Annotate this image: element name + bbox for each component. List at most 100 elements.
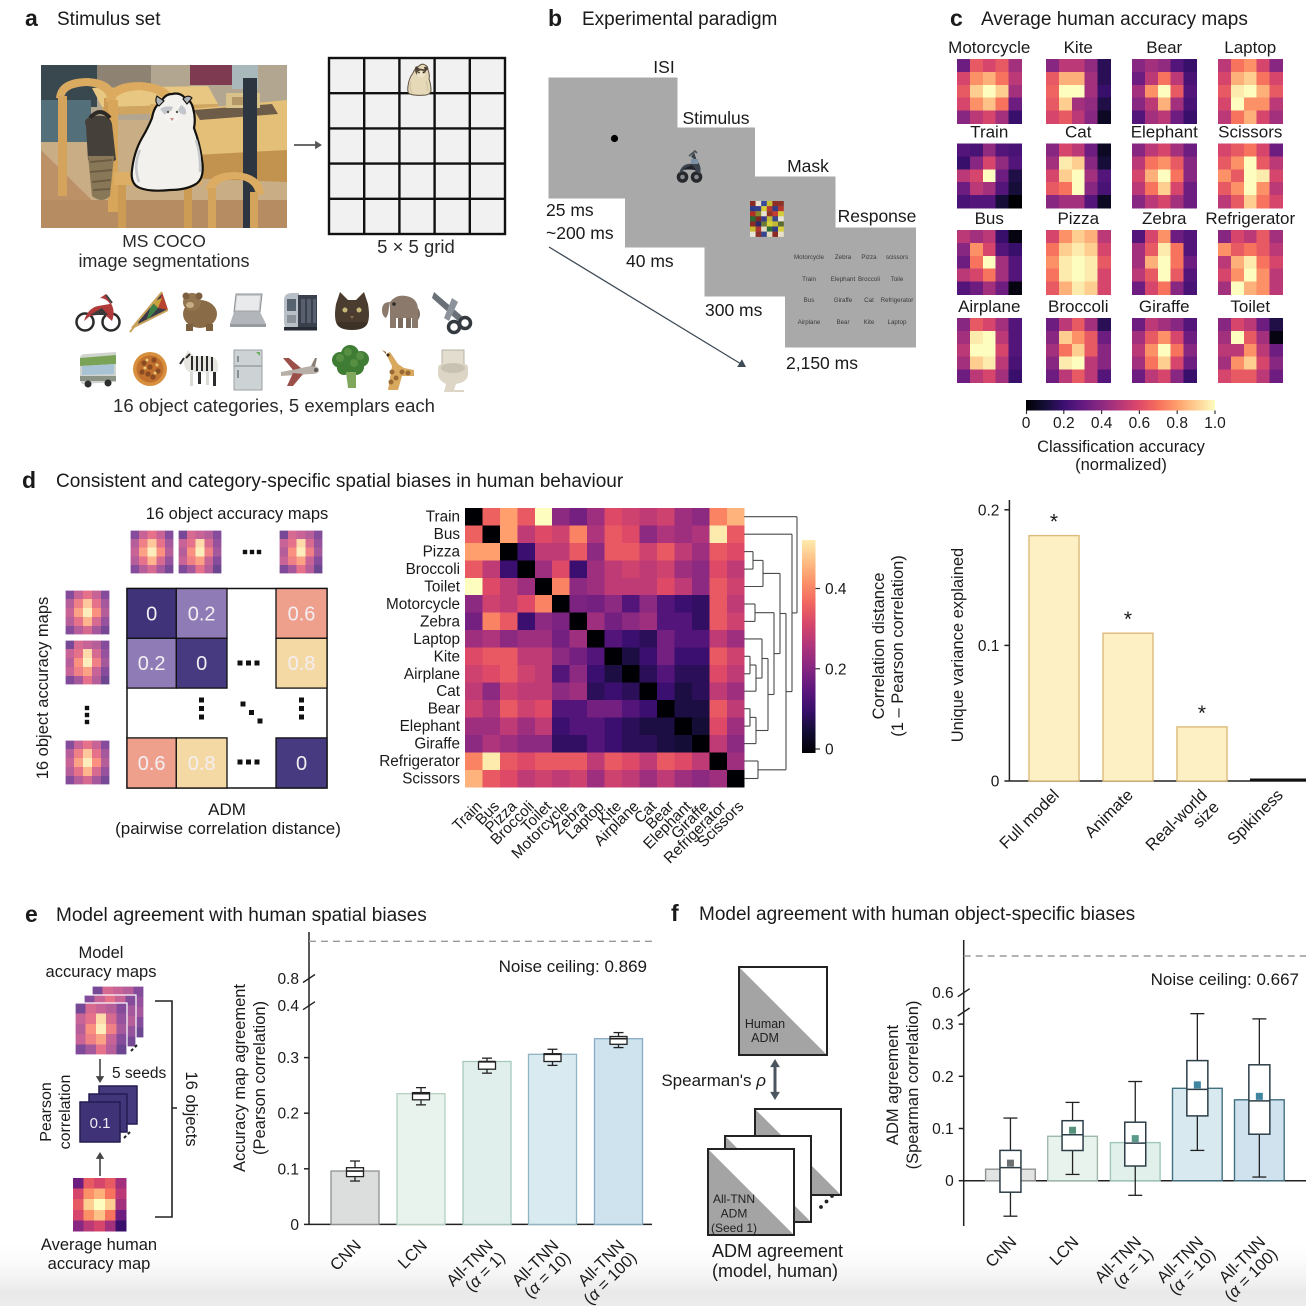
svg-text:ISI: ISI <box>653 57 674 77</box>
svg-text:0: 0 <box>290 1217 299 1234</box>
svg-text:ADM: ADM <box>208 800 246 819</box>
svg-text:(normalized): (normalized) <box>1075 456 1167 474</box>
svg-text:16 objects: 16 objects <box>182 1071 200 1146</box>
svg-text:ADM agreement: ADM agreement <box>712 1241 843 1261</box>
svg-text:Response: Response <box>838 206 917 226</box>
svg-text:Giraffe: Giraffe <box>1139 297 1190 316</box>
svg-text:0: 0 <box>945 1173 954 1190</box>
svg-text:Train: Train <box>802 276 816 283</box>
svg-text:Average human accuracy maps: Average human accuracy maps <box>981 9 1248 30</box>
svg-text:Bear: Bear <box>1146 38 1182 57</box>
svg-text:0: 0 <box>146 603 157 625</box>
svg-text:0.8: 0.8 <box>288 653 316 675</box>
svg-text:Stimulus: Stimulus <box>682 108 749 128</box>
svg-text:image segmentations: image segmentations <box>78 251 249 271</box>
svg-text:Pizza: Pizza <box>423 544 461 561</box>
svg-text:c: c <box>950 5 963 31</box>
svg-text:Pizza: Pizza <box>861 254 877 261</box>
svg-text:Spearman's ρ: Spearman's ρ <box>661 1071 766 1090</box>
svg-text:Zebra: Zebra <box>835 254 852 261</box>
svg-text:1.0: 1.0 <box>1204 415 1226 432</box>
svg-text:0.2: 0.2 <box>1053 415 1075 432</box>
svg-text:*: * <box>1124 608 1132 631</box>
svg-text:Accuracy map agreement: Accuracy map agreement <box>231 984 249 1172</box>
svg-text:Bus: Bus <box>434 526 461 543</box>
svg-text:40 ms: 40 ms <box>626 251 674 271</box>
svg-text:ADM: ADM <box>721 1207 748 1221</box>
svg-text:Model: Model <box>79 944 124 962</box>
svg-text:Cat: Cat <box>864 297 874 304</box>
svg-text:Pearson: Pearson <box>38 1082 55 1142</box>
svg-text:correlation: correlation <box>57 1075 74 1150</box>
svg-text:0.6: 0.6 <box>138 753 166 775</box>
svg-text:Experimental paradigm: Experimental paradigm <box>582 9 777 30</box>
svg-text:Bus: Bus <box>804 297 815 304</box>
svg-text:Bear: Bear <box>836 319 849 326</box>
svg-text:Correlation distance: Correlation distance <box>870 573 888 720</box>
svg-text:16 object categories, 5 exempl: 16 object categories, 5 exemplars each <box>113 395 435 416</box>
svg-text:Noise ceiling: 0.667: Noise ceiling: 0.667 <box>1151 970 1299 989</box>
svg-text:0.1: 0.1 <box>90 1115 111 1132</box>
svg-text:Human: Human <box>745 1017 785 1031</box>
svg-text:Kite: Kite <box>864 319 875 326</box>
svg-text:Refrigerator: Refrigerator <box>1205 209 1295 228</box>
svg-text:Airplane: Airplane <box>798 319 821 326</box>
svg-text:Consistent and category-specif: Consistent and category-specific spatial… <box>56 471 624 492</box>
svg-text:Broccoli: Broccoli <box>858 276 880 283</box>
svg-text:0.2: 0.2 <box>277 1106 299 1123</box>
svg-text:0.2: 0.2 <box>138 653 166 675</box>
svg-text:Laptop: Laptop <box>413 631 460 648</box>
svg-text:Refrigerator: Refrigerator <box>379 753 460 770</box>
svg-text:0.8: 0.8 <box>277 971 299 988</box>
svg-text:(pairwise correlation distance: (pairwise correlation distance) <box>115 819 341 838</box>
svg-text:b: b <box>548 5 562 31</box>
svg-text:0.3: 0.3 <box>277 1050 299 1067</box>
svg-text:0.1: 0.1 <box>277 1161 299 1178</box>
svg-text:f: f <box>671 900 679 926</box>
svg-text:Train: Train <box>970 123 1008 142</box>
svg-text:(model, human): (model, human) <box>712 1261 838 1281</box>
svg-text:Kite: Kite <box>1064 38 1093 57</box>
svg-text:ADM: ADM <box>751 1031 779 1045</box>
svg-text:0.4: 0.4 <box>277 998 299 1015</box>
svg-text:Classification accuracy: Classification accuracy <box>1037 438 1206 456</box>
svg-text:0.4: 0.4 <box>1091 415 1113 432</box>
svg-text:Motorcycle: Motorcycle <box>948 38 1030 57</box>
svg-text:*: * <box>1050 511 1058 534</box>
svg-text:0.3: 0.3 <box>932 1017 954 1034</box>
svg-text:Broccoli: Broccoli <box>406 561 460 578</box>
svg-text:Model agreement with human obj: Model agreement with human object-specif… <box>699 904 1135 925</box>
svg-text:a: a <box>25 5 38 31</box>
svg-text:Airplane: Airplane <box>404 666 460 683</box>
svg-text:Scissors: Scissors <box>1218 123 1282 142</box>
svg-text:Laptop: Laptop <box>1224 38 1276 57</box>
svg-text:0.1: 0.1 <box>932 1121 954 1138</box>
svg-text:Elephant: Elephant <box>400 718 461 735</box>
svg-text:scissors: scissors <box>886 254 908 261</box>
svg-text:Mask: Mask <box>787 156 829 176</box>
svg-text:0.8: 0.8 <box>188 753 216 775</box>
svg-text:Cat: Cat <box>436 683 461 700</box>
svg-text:Elephant: Elephant <box>1131 123 1198 142</box>
svg-text:25 ms: 25 ms <box>546 200 594 220</box>
svg-text:*: * <box>1198 702 1206 725</box>
svg-text:Airplane: Airplane <box>958 297 1020 316</box>
svg-text:d: d <box>22 467 36 493</box>
svg-text:Elephant: Elephant <box>831 276 856 283</box>
svg-text:Motorcycle: Motorcycle <box>386 596 460 613</box>
svg-text:Giraffe: Giraffe <box>834 297 853 304</box>
svg-text:MS COCO: MS COCO <box>122 231 206 251</box>
svg-text:Average human: Average human <box>41 1236 157 1254</box>
svg-text:(Pearson correlation): (Pearson correlation) <box>251 1001 269 1155</box>
svg-text:Motorcycle: Motorcycle <box>794 254 824 261</box>
svg-text:accuracy map: accuracy map <box>48 1255 151 1273</box>
svg-text:300 ms: 300 ms <box>705 300 763 320</box>
svg-text:0.1: 0.1 <box>978 638 1000 655</box>
svg-text:0.6: 0.6 <box>288 603 316 625</box>
svg-text:Zebra: Zebra <box>420 613 460 630</box>
svg-text:2,150 ms: 2,150 ms <box>786 353 858 373</box>
svg-text:Toilet: Toilet <box>1230 297 1270 316</box>
svg-text:0.2: 0.2 <box>825 661 847 678</box>
svg-text:All-TNN: All-TNN <box>713 1192 755 1206</box>
svg-text:Refrigerator: Refrigerator <box>881 297 914 304</box>
